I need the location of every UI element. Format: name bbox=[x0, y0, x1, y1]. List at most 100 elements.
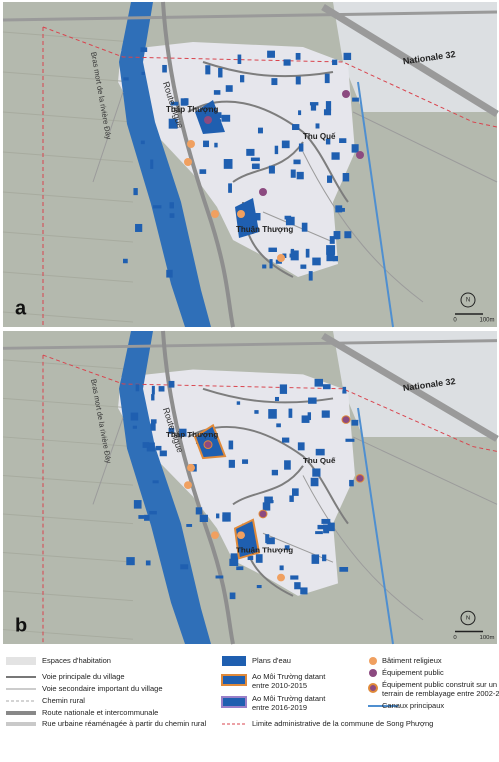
pond bbox=[229, 592, 236, 600]
pond bbox=[151, 394, 155, 401]
legend-swatch bbox=[369, 669, 377, 677]
pond bbox=[282, 253, 287, 258]
pond bbox=[312, 257, 321, 266]
north-label: N bbox=[466, 616, 470, 622]
legend-swatch bbox=[222, 656, 246, 666]
religious-building bbox=[184, 158, 192, 166]
pond bbox=[293, 159, 301, 165]
pond bbox=[215, 575, 224, 579]
pond bbox=[213, 90, 221, 95]
field-line bbox=[2, 513, 134, 525]
place-label: Thu Quế bbox=[303, 132, 336, 141]
pond bbox=[216, 513, 220, 519]
pond bbox=[240, 75, 245, 83]
religious-building bbox=[211, 210, 219, 218]
pond bbox=[250, 157, 260, 162]
north-arrow bbox=[460, 610, 476, 626]
legend-label: Rue urbaine réaménagée à partir du chemi… bbox=[42, 719, 207, 728]
pond bbox=[308, 397, 317, 404]
pond bbox=[140, 140, 145, 145]
pond bbox=[340, 207, 345, 212]
pond bbox=[343, 52, 352, 61]
place-label: Tháp Thượng bbox=[166, 430, 219, 439]
legend-label: terrain de remblayage entre 2002-2018 bbox=[382, 689, 499, 698]
field-line bbox=[2, 629, 134, 640]
religious-building bbox=[237, 531, 245, 540]
field-line bbox=[2, 191, 134, 203]
pond bbox=[166, 269, 173, 278]
legend-label: Chemin rural bbox=[42, 696, 85, 705]
pond bbox=[152, 480, 159, 484]
legend-label: entre 2016-2019 bbox=[252, 703, 307, 712]
field-line bbox=[2, 231, 134, 243]
religious-building bbox=[184, 481, 192, 489]
pond bbox=[205, 65, 211, 75]
pond bbox=[123, 258, 128, 264]
admin-limit bbox=[42, 354, 498, 452]
pond bbox=[298, 143, 304, 152]
pond bbox=[133, 500, 142, 509]
pond bbox=[153, 205, 162, 209]
canal bbox=[357, 81, 394, 328]
legend-label: Équipement public bbox=[382, 668, 444, 677]
public-facility bbox=[355, 474, 365, 483]
legend-label: Voie principale du village bbox=[42, 672, 125, 681]
pond bbox=[279, 565, 284, 571]
rural-road bbox=[92, 91, 498, 303]
pond bbox=[279, 384, 288, 394]
pond bbox=[257, 127, 263, 134]
pond-large bbox=[235, 198, 259, 238]
pond bbox=[322, 554, 327, 562]
pond bbox=[195, 507, 203, 515]
pond bbox=[228, 183, 232, 193]
field-line bbox=[2, 474, 134, 486]
pond bbox=[266, 537, 275, 545]
legend-label: Voie secondaire important du village bbox=[42, 684, 163, 693]
pond bbox=[349, 479, 354, 487]
pond bbox=[345, 438, 355, 442]
field-line bbox=[2, 271, 134, 283]
pond bbox=[295, 52, 301, 60]
field-line bbox=[2, 359, 134, 371]
pond bbox=[132, 425, 137, 429]
pond bbox=[327, 175, 333, 183]
legend-label: entre 2010-2015 bbox=[252, 681, 307, 690]
scale-label: 0 bbox=[453, 318, 457, 324]
highway bbox=[321, 332, 499, 442]
pond bbox=[314, 378, 324, 387]
field-line bbox=[2, 590, 134, 602]
rural-road bbox=[92, 417, 498, 621]
pond bbox=[246, 148, 255, 156]
pond bbox=[284, 460, 291, 470]
pond bbox=[168, 118, 178, 129]
pond bbox=[265, 534, 270, 544]
field-line bbox=[2, 31, 134, 43]
pond bbox=[144, 514, 150, 521]
pond bbox=[170, 101, 179, 106]
pond bbox=[221, 114, 231, 122]
pond bbox=[186, 524, 193, 527]
legend-swatch bbox=[221, 696, 247, 708]
pond bbox=[331, 152, 340, 160]
pond bbox=[255, 554, 263, 563]
pond bbox=[264, 496, 273, 504]
pond bbox=[180, 564, 189, 570]
pond bbox=[158, 386, 165, 392]
pond bbox=[315, 123, 320, 129]
river bbox=[119, 2, 211, 327]
pond bbox=[275, 259, 282, 264]
pond bbox=[301, 222, 308, 232]
pond bbox=[138, 515, 144, 519]
pond bbox=[162, 64, 167, 73]
pond bbox=[288, 408, 293, 418]
pond bbox=[332, 59, 338, 66]
field-line bbox=[2, 436, 134, 448]
pond bbox=[126, 557, 135, 566]
pond bbox=[130, 412, 139, 421]
public-facility bbox=[342, 90, 350, 98]
pond-large bbox=[233, 518, 261, 560]
pond bbox=[123, 77, 129, 81]
pond bbox=[236, 566, 244, 571]
pond bbox=[149, 510, 157, 515]
